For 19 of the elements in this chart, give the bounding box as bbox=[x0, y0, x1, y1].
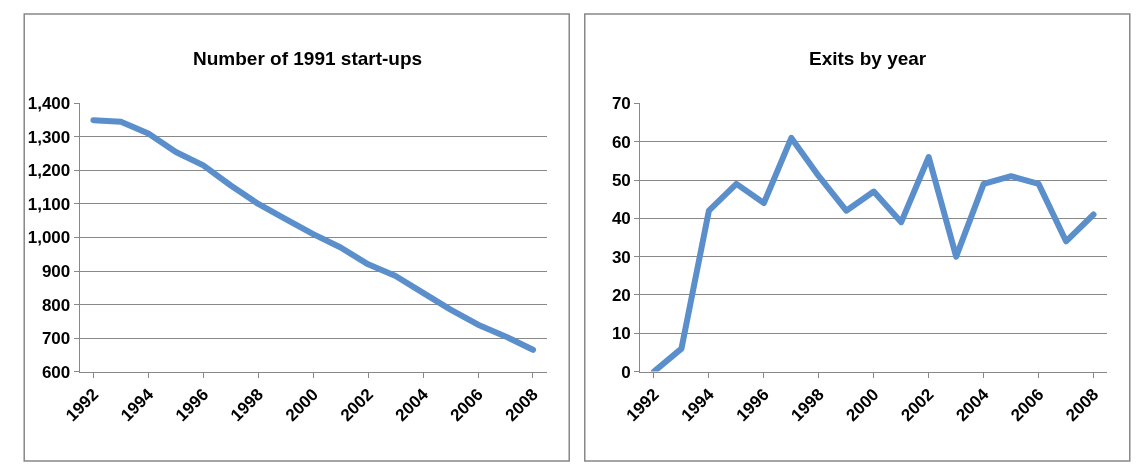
y-tick-label: 1,100 bbox=[27, 194, 71, 214]
y-tick-label: 50 bbox=[611, 170, 631, 190]
y-tick-label: 700 bbox=[41, 329, 71, 349]
y-tick-label: 1,400 bbox=[27, 94, 71, 114]
y-tick-label: 600 bbox=[41, 362, 71, 382]
y-tick-label: 30 bbox=[611, 247, 631, 267]
y-tick-label: 20 bbox=[611, 285, 631, 305]
y-tick-label: 60 bbox=[611, 132, 631, 152]
chart-title: Number of 1991 start-ups bbox=[193, 48, 423, 69]
y-tick-label: 1,300 bbox=[27, 127, 71, 147]
y-tick-label: 800 bbox=[41, 295, 71, 315]
y-tick-label: 10 bbox=[611, 324, 631, 344]
y-tick-label: 900 bbox=[41, 261, 71, 281]
chart-title: Exits by year bbox=[809, 48, 927, 69]
y-tick-label: 1,000 bbox=[27, 228, 71, 248]
y-tick-label: 0 bbox=[621, 362, 631, 382]
y-tick-label: 1,200 bbox=[27, 161, 71, 181]
y-tick-label: 40 bbox=[611, 209, 631, 229]
y-tick-label: 70 bbox=[611, 94, 631, 114]
